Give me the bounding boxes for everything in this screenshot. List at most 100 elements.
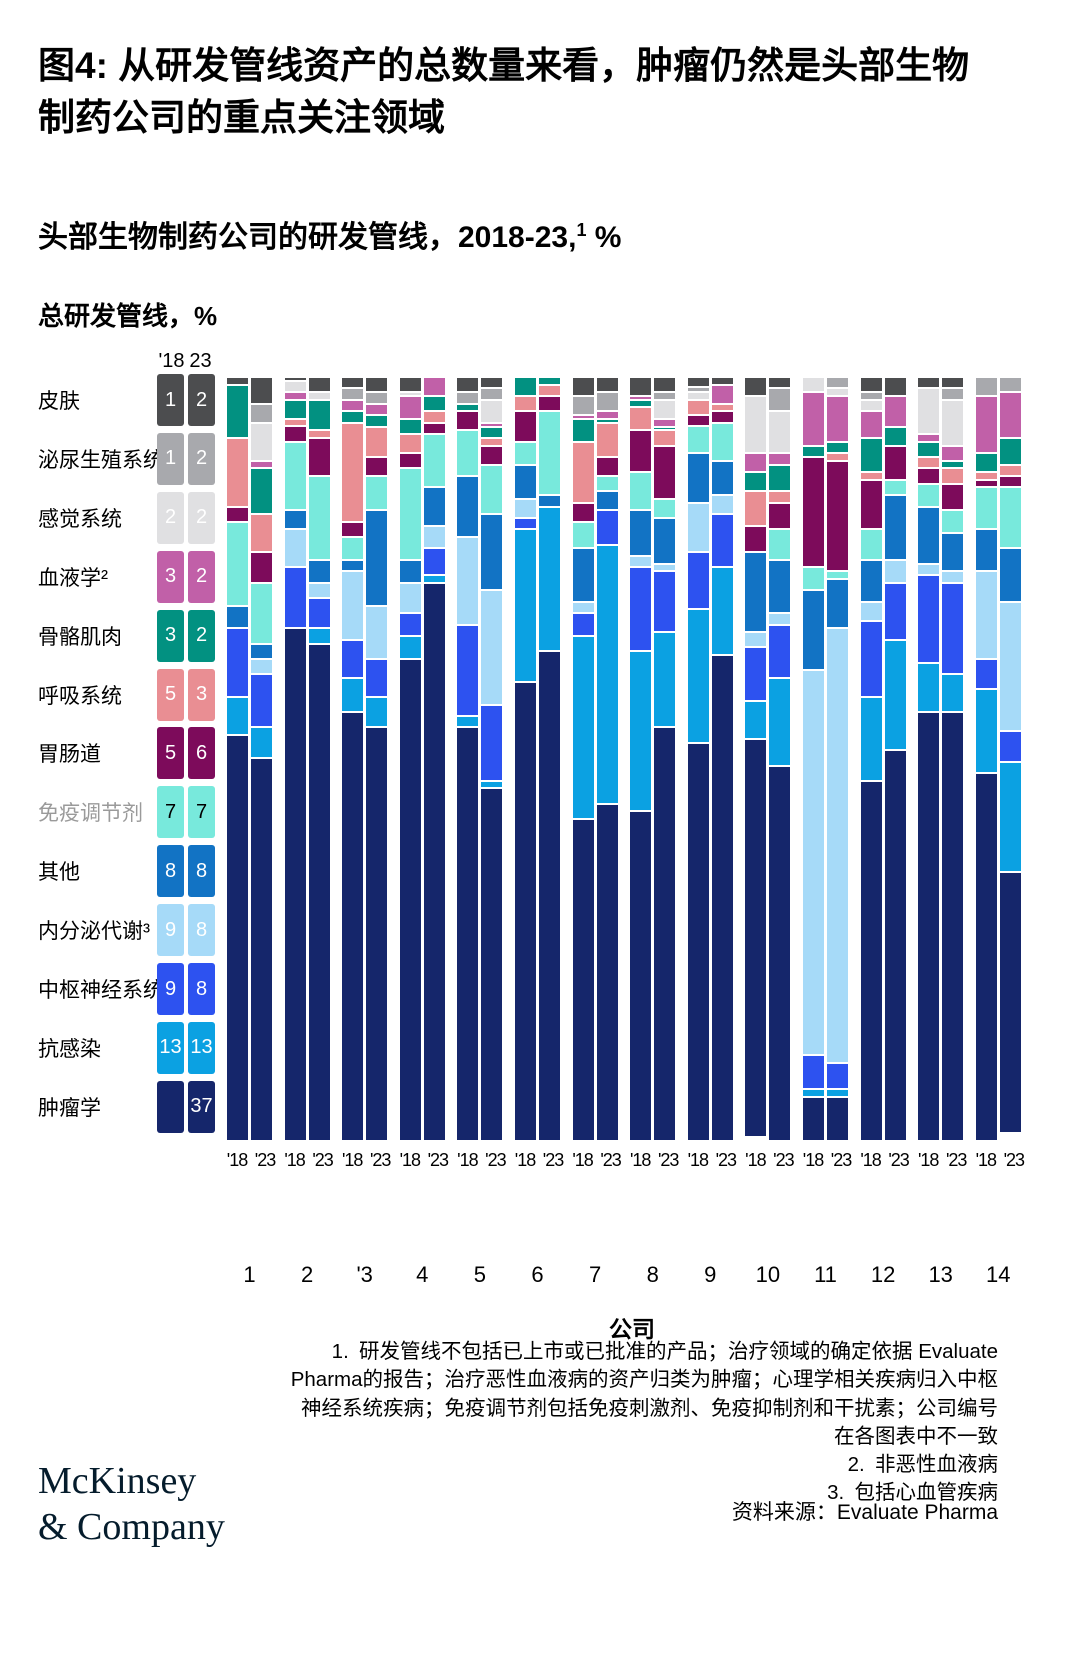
bar-segment <box>769 560 791 615</box>
bar-segment <box>630 557 652 569</box>
bar-group-company-4: '18 '23 4 <box>399 378 449 1287</box>
bar-segment <box>366 659 388 698</box>
bar-2018 <box>399 378 421 1140</box>
year-tick-label: '23 <box>830 1150 852 1170</box>
bar-segment <box>630 473 652 512</box>
bar-segment <box>769 678 791 767</box>
year-tick-label: '18 <box>457 1150 478 1170</box>
bar-segment <box>942 675 964 714</box>
legend-label: 胃肠道 <box>38 743 101 767</box>
bar-segment <box>687 427 709 455</box>
bar-segment <box>423 423 445 436</box>
bar-segment <box>745 378 767 398</box>
year-tick-label: '18 <box>745 1150 766 1170</box>
legend-swatch-2018: 1 <box>157 432 184 485</box>
legend-swatch-2023: 2 <box>188 432 215 485</box>
bar-segment <box>975 397 997 455</box>
bar-segment <box>515 499 536 519</box>
legend-swatch-pair: 37 <box>157 1080 215 1133</box>
bar-segment <box>596 393 618 413</box>
bar-segment <box>999 378 1021 394</box>
footnotes: 1. 研发管线不包括已上市或已批准的产品；治疗领域的确定依据 Evaluate … <box>288 1338 998 1508</box>
bar-segment <box>975 659 997 691</box>
bar-segment <box>860 602 882 622</box>
bar-segment <box>308 438 330 478</box>
bar-segment <box>769 454 791 466</box>
bar-segment <box>745 633 767 649</box>
bar-segment <box>803 1098 824 1140</box>
year-tick-label: '18 <box>399 1150 421 1170</box>
bar-segment <box>654 728 676 1140</box>
legend-swatch-pair: 13 13 <box>157 1021 215 1074</box>
bar-segment <box>572 602 594 615</box>
bar-segment <box>630 431 652 474</box>
bar-segment <box>918 663 940 714</box>
legend-label: 免疫调节剂 <box>38 802 143 826</box>
bar-segment <box>366 511 388 607</box>
bar-segment <box>399 393 421 398</box>
legend-label: 中枢神经系统 <box>38 979 164 1002</box>
bar-2018 <box>975 378 997 1140</box>
company-tick-label: 1 <box>243 1262 256 1287</box>
bar-segment <box>342 640 364 679</box>
bar-segment <box>251 758 272 1140</box>
bar-segment <box>769 465 791 493</box>
bar-segment <box>596 492 618 512</box>
bar-segment <box>481 465 503 516</box>
legend: 皮肤 1 2 泌尿生殖系统 1 2 感觉系统 2 2 血液学² 3 2 骨骼肌肉 3 2 呼吸系统 5 3 胃肠道 5… <box>38 374 228 1136</box>
bar-segment <box>342 378 364 390</box>
year-tick-label: '23 <box>1003 1150 1025 1170</box>
legend-label: 骨骼肌肉 <box>38 625 122 649</box>
footnote-2: 2. 非恶性血液病 <box>847 1453 998 1477</box>
bar-segment <box>366 606 388 660</box>
bar-segment <box>251 583 272 645</box>
bar-segment <box>654 393 676 401</box>
legend-swatch-2023: 2 <box>188 550 215 603</box>
logo-line-1: McKinsey <box>38 1460 197 1502</box>
bar-2018 <box>745 378 767 1140</box>
bar-segment <box>481 389 503 401</box>
bar-segment <box>803 446 824 458</box>
bar-segment <box>711 568 733 657</box>
bar-segment <box>308 378 330 394</box>
bar-segment <box>539 652 560 1140</box>
bar-segment <box>745 739 767 1137</box>
bar-segment <box>342 572 364 641</box>
bar-2023 <box>827 378 848 1140</box>
year-tick-label: '23 <box>485 1150 506 1170</box>
bar-segment <box>827 629 848 1064</box>
bar-segment <box>481 515 503 592</box>
bar-segment <box>884 583 906 641</box>
bar-segment <box>572 442 594 504</box>
legend-label: 肿瘤学 <box>38 1096 101 1120</box>
company-tick-label: 6 <box>531 1262 544 1287</box>
bar-segment <box>745 526 767 554</box>
year-tick-labels: '18 '23 <box>281 1150 337 1171</box>
legend-label: 感觉系统 <box>38 507 122 531</box>
company-tick-label: 13 <box>928 1262 953 1287</box>
bar-segment <box>687 503 709 554</box>
year-tick-labels: '18 '23 <box>223 1150 279 1171</box>
bar-segment <box>687 393 709 401</box>
bar-segment <box>457 728 479 1140</box>
bar-segment <box>827 1063 848 1091</box>
mckinsey-logo: McKinsey & Company <box>38 1458 225 1551</box>
company-tick-label: '3 <box>356 1262 373 1287</box>
bar-segment <box>366 477 388 512</box>
chart-subtitle-unit: % <box>586 221 622 254</box>
year-tick-label: '18 <box>226 1150 248 1170</box>
legend-row: 其他 8 8 <box>38 845 215 898</box>
bar-segment <box>399 397 421 420</box>
legend-row: 抗感染 13 13 <box>38 1021 215 1074</box>
bar-2023 <box>999 378 1021 1140</box>
company-tick-label: 8 <box>646 1262 659 1287</box>
bar-segment <box>399 469 421 561</box>
bar-segment <box>342 537 364 561</box>
bar-segment <box>630 400 652 409</box>
bar-segment <box>539 397 560 413</box>
bar-segment <box>745 454 767 474</box>
bar-segment <box>457 717 479 729</box>
year-tick-labels: '18 '23 <box>453 1150 509 1171</box>
